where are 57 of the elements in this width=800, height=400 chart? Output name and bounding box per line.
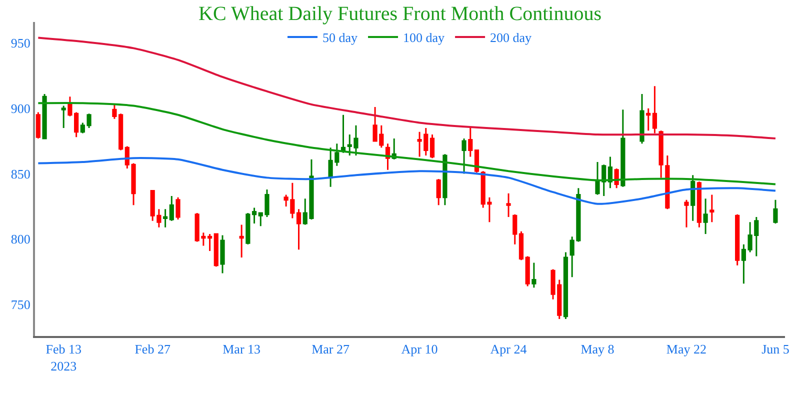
candlestick	[442, 153, 448, 206]
candlestick	[506, 192, 511, 218]
x-tick-label: Apr 24	[490, 342, 528, 357]
x-tick-label: Feb 27	[134, 342, 171, 357]
candlestick	[61, 104, 66, 129]
legend-label: 50 day	[322, 30, 358, 46]
y-tick-label: 950	[10, 35, 30, 50]
x-tick-label: May 22	[666, 342, 707, 357]
line-series	[37, 157, 776, 205]
chart-title: KC Wheat Daily Futures Front Month Continuous	[198, 3, 602, 25]
candlestick	[176, 196, 180, 220]
candlestick	[468, 127, 473, 158]
y-tick-label: 850	[10, 166, 30, 182]
candlestick	[169, 195, 174, 222]
candlestick	[220, 234, 225, 274]
candlestick	[703, 198, 708, 235]
candlestick	[436, 178, 441, 206]
x-tick-label: Feb 13 2023	[46, 342, 82, 374]
candlestick	[563, 252, 568, 320]
x-tick-label: Apr 10	[401, 342, 438, 357]
candlestick	[246, 212, 250, 246]
candlestick	[690, 174, 696, 222]
candlestick	[652, 85, 658, 134]
candlestick	[340, 114, 346, 154]
candlestick	[296, 208, 302, 250]
candlestick	[640, 93, 644, 144]
y-tick-label: 750	[10, 297, 30, 312]
candlestick	[512, 214, 518, 246]
candlestick	[518, 230, 524, 261]
candlestick	[684, 199, 689, 228]
candlestick	[532, 262, 536, 288]
candlestick	[239, 224, 244, 258]
x-tick-label: Jun 5	[762, 342, 790, 357]
candlestick	[525, 255, 530, 288]
y-tick-label: 800	[10, 232, 30, 247]
x-tick-label: May 8	[580, 342, 614, 357]
candlestick	[252, 207, 257, 224]
candlestick	[646, 108, 651, 132]
candlestick	[162, 208, 168, 228]
candlestick	[36, 112, 40, 140]
x-tick-label: Mar 27	[312, 342, 350, 357]
candlestick	[608, 156, 613, 189]
candlestick	[207, 233, 212, 252]
legend-label: 100 day	[403, 30, 446, 46]
candlestick	[696, 180, 702, 228]
candlestick	[42, 93, 47, 140]
line-series	[37, 102, 776, 186]
candlestick	[430, 134, 435, 159]
candlestick	[462, 138, 466, 175]
legend-label: 200 day	[490, 30, 532, 46]
candlestick	[773, 199, 778, 224]
candlestick	[710, 194, 714, 223]
candlestick	[620, 108, 626, 188]
x-tick-label: Mar 13	[222, 342, 261, 357]
candlestick	[214, 233, 218, 268]
candlestick	[735, 214, 740, 266]
y-tick-label: 900	[10, 100, 30, 116]
